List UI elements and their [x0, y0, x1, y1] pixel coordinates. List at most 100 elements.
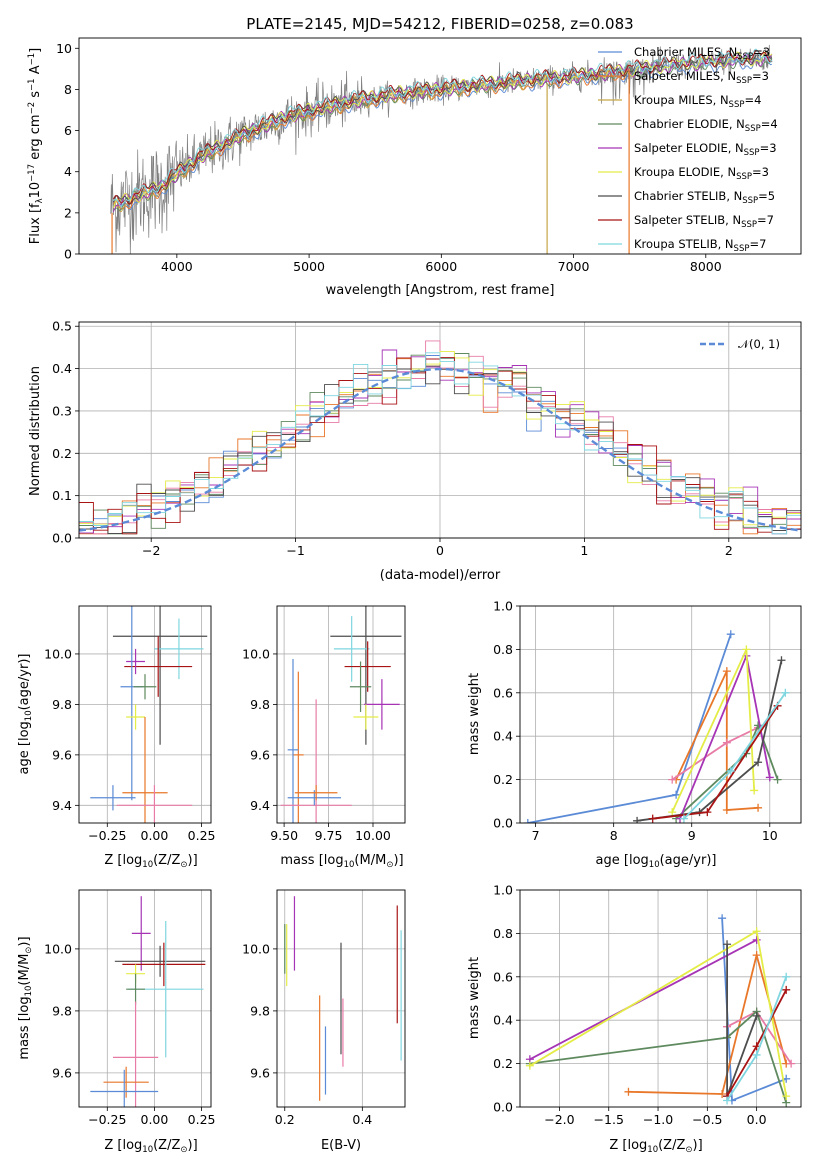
weight-series [525, 935, 761, 1064]
legend-label: Kroupa STELIB, NSSP=7 [634, 237, 766, 254]
weight-marker [703, 808, 712, 817]
weight-series [679, 688, 790, 823]
weight-marker [722, 805, 731, 814]
x-tick-label: 0.00 [141, 1112, 169, 1127]
weight-lines [525, 914, 796, 1107]
y-tick-label: 0.8 [493, 642, 513, 657]
y-tick-label: 9.6 [250, 747, 270, 762]
x-tick-label: −0.25 [88, 828, 126, 843]
y-tick-label: 1.0 [493, 883, 513, 898]
weight-marker [781, 688, 790, 697]
weight-marker [750, 786, 759, 795]
y-tick-label: 0.0 [493, 816, 513, 831]
weight-series [525, 927, 791, 1101]
weight-marker [787, 1059, 796, 1068]
legend-label: Salpeter MILES, NSSP=3 [634, 69, 769, 86]
y-tick-label: 9.4 [52, 798, 72, 813]
legend-label-base: Chabrier ELODIE, N [634, 117, 745, 131]
axes-frame [519, 605, 802, 824]
errorbar-point [353, 704, 379, 730]
errorbar-point [280, 699, 352, 823]
errorbar-point [287, 658, 299, 823]
y-tick-label: 9.4 [250, 798, 270, 813]
errorbar-point [90, 1069, 159, 1107]
legend-label-sub: SSP [744, 148, 760, 158]
errorbar-point [344, 641, 391, 692]
x-tick-label: 7 [532, 828, 540, 843]
y-tick-label: 9.8 [250, 1003, 270, 1018]
legend-label-sub: SSP [734, 244, 750, 254]
weight-marker [782, 1092, 791, 1101]
errorbar-point [122, 717, 168, 823]
weight-line [529, 1009, 788, 1103]
legend-label: Chabrier ELODIE, NSSP=4 [634, 117, 778, 134]
weight-marker [782, 972, 791, 981]
model-spectrum-line [113, 49, 773, 205]
y-tick-label: 0.1 [52, 488, 72, 503]
legend-label: Kroupa MILES, NSSP=4 [634, 93, 761, 110]
y-tick-label: 0.6 [493, 969, 513, 984]
normal-legend-label: 𝒩(0, 1) [738, 337, 780, 351]
legend-label-base: Kroupa STELIB, N [634, 237, 734, 251]
weight-marker [672, 790, 681, 799]
legend-label-tail: =3 [753, 45, 770, 59]
axes-frame [78, 605, 212, 824]
mE-xlabel: E(B-V) [321, 1138, 361, 1153]
weight-marker [726, 766, 735, 775]
legend-label: Salpeter STELIB, NSSP=7 [634, 213, 774, 230]
legend-label-sub: SSP [737, 52, 753, 62]
legend-label-tail: =7 [749, 237, 766, 251]
axes-frame [78, 889, 212, 1108]
legend-label-base: Chabrier MILES, N [634, 45, 737, 59]
legend-label-base: Kroupa ELODIE, N [634, 165, 736, 179]
x-tick-label: 0.2 [275, 1112, 295, 1127]
weight-marker [752, 927, 761, 936]
residual-histogram [79, 352, 801, 535]
legend-label-sub: SSP [745, 124, 761, 134]
spectrum-lines [110, 44, 773, 254]
x-tick-label: −2 [142, 543, 160, 558]
spectrum-ylabel: Flux [fλ10−17 erg cm−2 s−1 A−1] [27, 48, 45, 244]
legend-label: Salpeter ELODIE, NSSP=3 [634, 141, 777, 158]
weight-marker [624, 1087, 633, 1096]
y-tick-label: 0.8 [493, 926, 513, 941]
y-tick-label: 0.4 [493, 1013, 513, 1028]
weight-marker [525, 1061, 534, 1070]
legend-label-base: Salpeter STELIB, N [634, 213, 741, 227]
x-tick-label: −0.25 [88, 1112, 126, 1127]
axes-frame [78, 37, 802, 255]
y-tick-label: 4 [64, 164, 72, 179]
weight-series [676, 651, 774, 823]
mass-vs-ebv-panel: 0.2 0.4 9.6 9.8 10.0 [242, 889, 406, 1127]
y-tick-label: 2 [64, 205, 72, 220]
legend-label-sub: SSP [741, 220, 757, 230]
legend-label-tail: =3 [752, 165, 769, 179]
y-tick-label: 9.8 [52, 1003, 72, 1018]
y-tick-label: 0.2 [493, 1056, 513, 1071]
weight-marker [742, 645, 751, 654]
y-tick-label: 9.6 [52, 747, 72, 762]
wAge-xlabel: age [log10(age/yr)] [596, 853, 717, 870]
y-tick-label: 0.3 [52, 403, 72, 418]
y-tick-label: 8 [64, 82, 72, 97]
x-tick-label: −1.5 [594, 1112, 624, 1127]
x-tick-label: −2.0 [544, 1112, 574, 1127]
legend-label-base: Kroupa MILES, N [634, 93, 729, 107]
y-tick-label: 0 [64, 247, 72, 262]
y-tick-label: 1.0 [493, 599, 513, 614]
weight-marker [718, 1089, 727, 1098]
x-tick-label: 9 [688, 828, 696, 843]
axes-frame [78, 321, 802, 539]
weight-marker [752, 1011, 761, 1020]
weight-series [718, 914, 791, 1105]
weight-marker [754, 803, 763, 812]
model-spectrum-line [113, 48, 773, 207]
errorbar-point [112, 606, 208, 745]
errorbar-point [116, 785, 193, 823]
y-tick-label: 0.4 [52, 361, 72, 376]
weight-marker [718, 914, 727, 923]
errorbars [280, 606, 402, 823]
weight-marker [777, 656, 786, 665]
errorbar-point [126, 704, 145, 730]
